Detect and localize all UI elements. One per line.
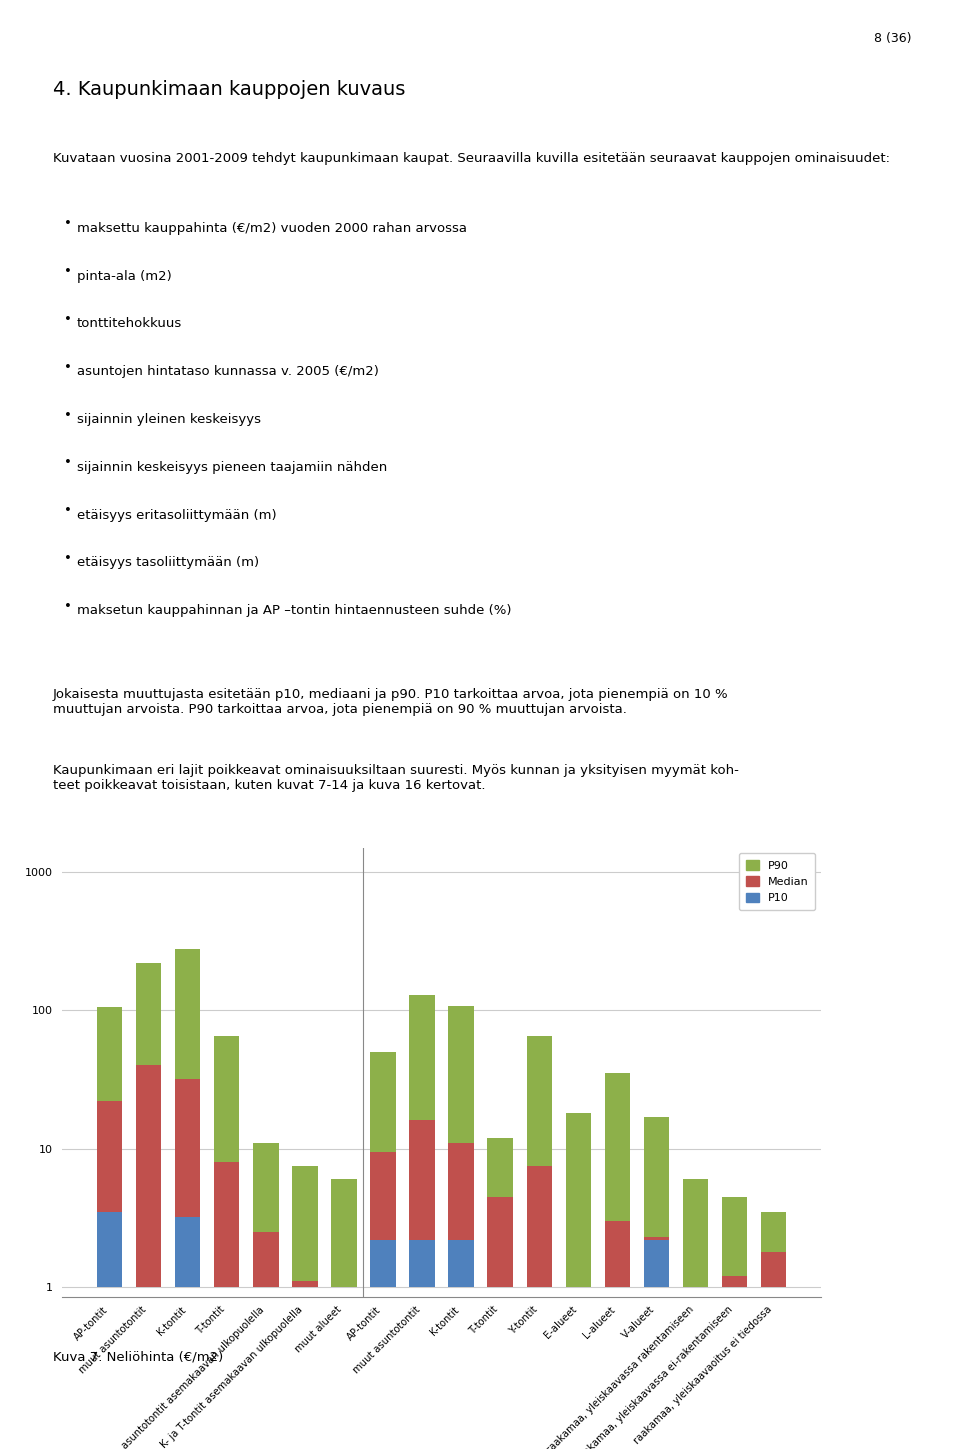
Bar bbox=[448, 1240, 474, 1287]
Bar bbox=[331, 1179, 356, 1287]
Text: •: • bbox=[64, 600, 72, 613]
Bar bbox=[527, 1036, 552, 1166]
Bar bbox=[527, 1166, 552, 1287]
Bar bbox=[214, 1162, 239, 1287]
Bar bbox=[97, 1211, 122, 1287]
Bar bbox=[371, 1240, 396, 1287]
Bar bbox=[644, 1237, 669, 1240]
Text: •: • bbox=[64, 409, 72, 422]
Bar bbox=[722, 1277, 747, 1287]
Text: •: • bbox=[64, 504, 72, 517]
Text: etäisyys eritasoliittymään (m): etäisyys eritasoliittymään (m) bbox=[77, 509, 276, 522]
Bar bbox=[409, 1120, 435, 1240]
Text: pinta-ala (m2): pinta-ala (m2) bbox=[77, 270, 172, 283]
Bar bbox=[175, 1217, 201, 1287]
Text: Kuvataan vuosina 2001-2009 tehdyt kaupunkimaan kaupat. Seuraavilla kuvilla esite: Kuvataan vuosina 2001-2009 tehdyt kaupun… bbox=[53, 152, 890, 165]
Bar bbox=[605, 1074, 630, 1222]
Text: Jokaisesta muuttujasta esitetään p10, mediaani ja p90. P10 tarkoittaa arvoa, jot: Jokaisesta muuttujasta esitetään p10, me… bbox=[53, 688, 729, 716]
Bar bbox=[136, 964, 161, 1065]
Bar bbox=[683, 1179, 708, 1287]
Bar bbox=[97, 1007, 122, 1101]
Text: sijainnin yleinen keskeisyys: sijainnin yleinen keskeisyys bbox=[77, 413, 261, 426]
Bar bbox=[448, 1143, 474, 1240]
Bar bbox=[292, 1166, 318, 1281]
Bar bbox=[97, 1101, 122, 1211]
Bar bbox=[292, 1281, 318, 1287]
Bar bbox=[722, 1197, 747, 1277]
Bar bbox=[761, 1252, 786, 1287]
Text: tonttitehokkuus: tonttitehokkuus bbox=[77, 317, 182, 330]
Bar bbox=[644, 1117, 669, 1237]
Bar bbox=[644, 1240, 669, 1287]
Bar bbox=[488, 1197, 513, 1287]
Bar bbox=[409, 1240, 435, 1287]
Text: •: • bbox=[64, 313, 72, 326]
Bar bbox=[136, 1065, 161, 1287]
Text: asuntojen hintataso kunnassa v. 2005 (€/m2): asuntojen hintataso kunnassa v. 2005 (€/… bbox=[77, 365, 378, 378]
Bar bbox=[371, 1152, 396, 1240]
Bar bbox=[409, 994, 435, 1120]
Bar bbox=[253, 1143, 278, 1232]
Bar bbox=[605, 1222, 630, 1287]
Bar bbox=[761, 1211, 786, 1252]
Legend: P90, Median, P10: P90, Median, P10 bbox=[739, 853, 815, 910]
Text: •: • bbox=[64, 456, 72, 469]
Text: 8 (36): 8 (36) bbox=[875, 32, 912, 45]
Bar bbox=[488, 1137, 513, 1197]
Text: sijainnin keskeisyys pieneen taajamiin nähden: sijainnin keskeisyys pieneen taajamiin n… bbox=[77, 461, 387, 474]
Text: Kuva 7. Neliöhinta (€/m2): Kuva 7. Neliöhinta (€/m2) bbox=[53, 1350, 223, 1364]
Bar bbox=[371, 1052, 396, 1152]
Bar bbox=[175, 1080, 201, 1217]
Text: •: • bbox=[64, 552, 72, 565]
Bar bbox=[448, 1006, 474, 1143]
Text: •: • bbox=[64, 361, 72, 374]
Text: •: • bbox=[64, 217, 72, 230]
Text: •: • bbox=[64, 265, 72, 278]
Bar bbox=[253, 1232, 278, 1287]
Text: 4. Kaupunkimaan kauppojen kuvaus: 4. Kaupunkimaan kauppojen kuvaus bbox=[53, 80, 405, 99]
Bar bbox=[175, 949, 201, 1080]
Text: maksettu kauppahinta (€/m2) vuoden 2000 rahan arvossa: maksettu kauppahinta (€/m2) vuoden 2000 … bbox=[77, 222, 467, 235]
Bar bbox=[214, 1036, 239, 1162]
Text: maksetun kauppahinnan ja AP –tontin hintaennusteen suhde (%): maksetun kauppahinnan ja AP –tontin hint… bbox=[77, 604, 512, 617]
Text: etäisyys tasoliittymään (m): etäisyys tasoliittymään (m) bbox=[77, 556, 259, 569]
Text: Kaupunkimaan eri lajit poikkeavat ominaisuuksiltaan suuresti. Myös kunnan ja yks: Kaupunkimaan eri lajit poikkeavat ominai… bbox=[53, 764, 738, 791]
Bar bbox=[565, 1113, 591, 1287]
